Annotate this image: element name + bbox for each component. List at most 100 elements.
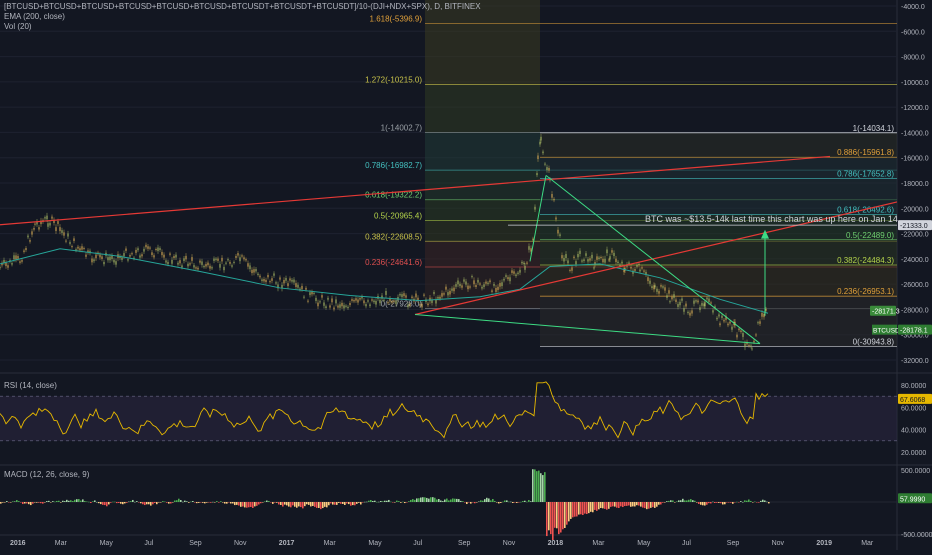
macd-histogram-bar [276,502,278,503]
macd-histogram-bar [500,502,502,503]
candle-body [263,278,265,282]
fib-level-label: 0.5(-22489.0) [846,231,894,240]
candle-body [619,264,621,267]
macd-pane: 500.0000 -500.0000 [0,468,932,541]
macd-histogram-bar [712,501,714,503]
macd-histogram-bar [252,502,254,508]
candle-body [279,277,281,280]
macd-histogram-bar [600,502,602,509]
macd-histogram-bar [108,502,110,505]
fib-level-label: 0.786(-17652.8) [837,170,894,179]
macd-histogram-bar [32,502,34,504]
macd-histogram-bar [288,502,290,507]
candle-body [536,173,538,176]
symbol-title[interactable]: [BTCUSD+BTCUSD+BTCUSD+BTCUSD+BTCUSD+BTCU… [4,2,481,11]
candle-body [649,280,651,284]
macd-histogram-bar [524,500,526,502]
macd-histogram-bar [688,499,690,502]
candle-body [285,278,287,281]
macd-histogram-bar [414,499,416,502]
price-tick-label: -30000.0 [901,333,929,340]
candle-body [229,261,231,264]
macd-histogram-bar [604,502,606,509]
candle-body [93,259,95,262]
rsi-legend[interactable]: RSI (14, close) [4,381,57,391]
candle-body [528,246,530,250]
candle-body [373,300,375,303]
ema-legend[interactable]: EMA (200, close) [4,12,65,21]
candle-body [125,248,127,251]
candle-body [447,292,449,296]
candle-body [638,263,640,266]
macd-histogram-bar [724,502,726,505]
macd-histogram-bar [10,502,12,503]
candle-body [91,258,93,263]
last-price-tag: -28171.3 [872,309,900,316]
macd-histogram-bar [708,502,710,504]
wedge-lower [414,313,761,345]
candle-body [441,293,443,297]
macd-histogram-bar [76,499,78,502]
macd-histogram-bar [418,498,420,502]
macd-histogram-bar [694,500,696,502]
candle-body [524,265,526,270]
macd-histogram-bar [144,502,146,506]
rsi-value-tag: 67.6068 [900,397,925,404]
rsi-line [0,381,769,439]
macd-histogram-bar [358,502,360,503]
fib-zone [540,178,897,215]
macd-histogram-bar [198,502,200,503]
candle-body [351,299,353,301]
macd-histogram-bar [6,501,8,502]
macd-histogram-bar [360,502,362,505]
macd-histogram-bar [466,502,468,505]
fib-level-label: 0(-30943.8) [853,338,895,347]
macd-histogram-bar [672,500,674,502]
macd-value-tag: 57.9990 [900,496,925,503]
macd-histogram-bar [116,502,118,504]
candle-body [542,151,544,154]
macd-histogram-bar [34,502,36,503]
candle-body [46,215,48,220]
macd-histogram-bar [342,502,344,504]
macd-histogram-bar [382,501,384,502]
time-tick-label: Nov [503,540,516,547]
fib-retracement-right: 1(-14034.1) 0.886(-15961.8) 0.786(-17652.8… [540,124,897,348]
volume-legend[interactable]: Vol (20) [4,22,32,31]
candle-body [267,274,269,278]
candle-body [275,282,277,284]
candle-body [621,261,623,264]
macd-histogram-bar [530,501,532,502]
fib-level-label: 0.382(-24484.3) [837,256,894,265]
candle-body [703,303,705,307]
macd-histogram-bar [68,500,70,502]
candle-body [465,281,467,285]
symbol-value-tag: -28178.1 [900,328,928,335]
macd-histogram-bar [416,498,418,502]
macd-histogram-bar [176,500,178,502]
macd-histogram-bar [90,502,92,504]
macd-histogram-bar [106,502,108,507]
macd-histogram-bar [146,502,148,505]
macd-histogram-bar [334,502,336,505]
macd-histogram-bar [88,501,90,503]
macd-histogram-bar [730,502,732,503]
macd-histogram-bar [420,497,422,502]
macd-histogram-bar [150,502,152,506]
candle-body [281,284,283,289]
macd-histogram-bar [498,502,500,504]
macd-legend[interactable]: MACD (12, 26, close, 9) [4,470,89,480]
macd-histogram-bar [130,501,132,502]
candle-body [639,269,641,272]
candle-body [604,258,606,263]
candle-body [217,258,219,261]
candle-body [349,302,351,306]
candle-body [85,254,87,257]
candle-body [664,287,666,291]
candle-body [654,285,656,288]
candle-body [503,278,505,281]
macd-histogram-bar [574,502,576,517]
candle-body [335,299,337,304]
